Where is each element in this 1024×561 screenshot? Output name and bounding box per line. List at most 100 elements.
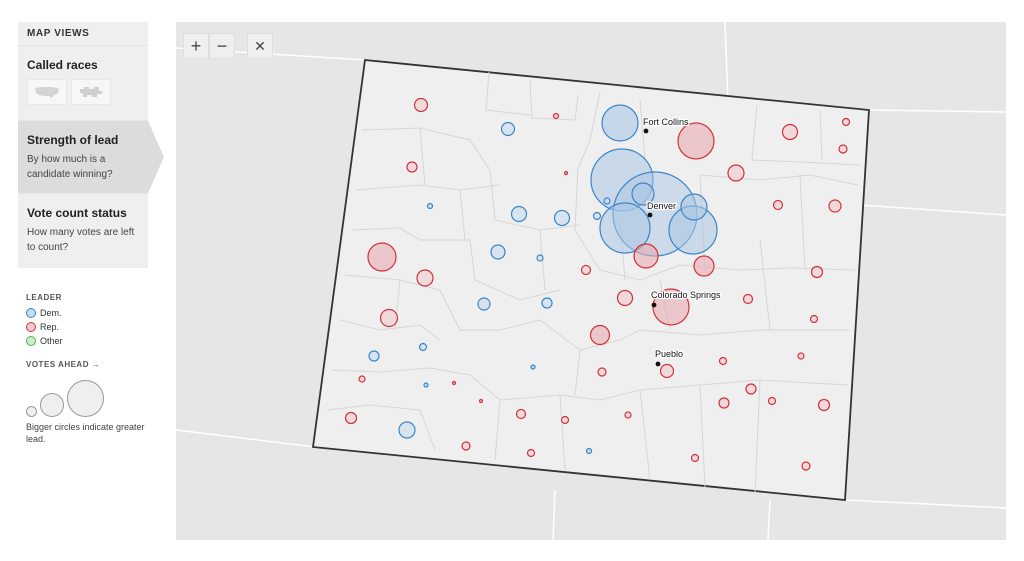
dem-dot-icon bbox=[26, 308, 36, 318]
lead-circle bbox=[367, 242, 397, 272]
lead-circle bbox=[624, 411, 632, 419]
lead-circle bbox=[368, 350, 380, 362]
lead-circle bbox=[718, 356, 728, 366]
city-dot-icon bbox=[655, 361, 661, 367]
zoom-in-button[interactable]: + bbox=[183, 33, 209, 59]
medium-circle-icon bbox=[40, 393, 64, 417]
lead-circle bbox=[515, 408, 527, 420]
lead-circle bbox=[510, 205, 528, 223]
lead-circle bbox=[838, 144, 848, 154]
lead-circle bbox=[477, 297, 491, 311]
lead-circle bbox=[541, 297, 553, 309]
lead-circle bbox=[580, 264, 592, 276]
lead-circle bbox=[358, 375, 366, 383]
lead-circle bbox=[597, 367, 607, 377]
lead-circle bbox=[592, 211, 602, 221]
view-desc-strength: By how much is a candidate winning? bbox=[27, 154, 113, 180]
lead-circle bbox=[797, 352, 805, 360]
lead-circle bbox=[418, 342, 428, 352]
city-dot-icon bbox=[651, 302, 657, 308]
legend-leader-head: LEADER bbox=[26, 293, 62, 302]
lead-circles bbox=[344, 97, 851, 471]
lead-circle bbox=[599, 202, 651, 254]
lead-circle bbox=[413, 97, 429, 113]
lead-circle bbox=[690, 453, 700, 463]
state-map-icon[interactable] bbox=[71, 79, 111, 105]
city-label-pueblo: Pueblo bbox=[655, 349, 683, 359]
lead-circle bbox=[553, 209, 571, 227]
reset-button[interactable]: ✕ bbox=[247, 33, 273, 59]
view-desc-status: How many votes are left to count? bbox=[27, 227, 135, 253]
lead-circle bbox=[478, 398, 484, 404]
small-circle-icon bbox=[26, 406, 37, 417]
map-views-panel: MAP VIEWS Called races Strength of lead … bbox=[18, 22, 164, 268]
lead-circle bbox=[379, 308, 399, 328]
legend-label-rep: Rep. bbox=[40, 322, 60, 332]
large-circle-icon bbox=[67, 380, 104, 417]
lead-circle bbox=[603, 197, 611, 205]
lead-circle bbox=[536, 254, 544, 262]
city-label-denver: Denver bbox=[647, 201, 676, 211]
lead-circle bbox=[563, 170, 569, 176]
lead-circle bbox=[828, 199, 842, 213]
lead-circle bbox=[398, 421, 416, 439]
legend-item-other: Other bbox=[26, 334, 146, 348]
view-called-races[interactable]: Called races bbox=[18, 46, 148, 121]
map-canvas[interactable]: Fort Collins Denver Colorado Springs Pue… bbox=[176, 22, 1006, 540]
lead-circle bbox=[693, 255, 715, 277]
zoom-out-button[interactable]: − bbox=[209, 33, 235, 59]
city-dot-icon bbox=[647, 212, 653, 218]
other-dot-icon bbox=[26, 336, 36, 346]
lead-circle bbox=[633, 243, 659, 269]
view-title-called-races: Called races bbox=[27, 58, 98, 72]
lead-circle bbox=[585, 447, 593, 455]
lead-circle bbox=[801, 461, 811, 471]
legend: LEADER Dem. Rep. Other VOTES AHEAD → Big… bbox=[26, 293, 146, 445]
lead-circle bbox=[718, 397, 730, 409]
lead-circle bbox=[781, 123, 799, 141]
legend-note: Bigger circles indicate greater lead. bbox=[26, 422, 145, 444]
view-title-status: Vote count status bbox=[27, 206, 127, 220]
lead-circle bbox=[841, 117, 851, 127]
lead-circle bbox=[767, 396, 777, 406]
legend-label-other: Other bbox=[40, 336, 63, 346]
city-markers bbox=[643, 128, 661, 367]
lead-circle bbox=[451, 380, 457, 386]
lead-circle bbox=[727, 164, 745, 182]
lead-circle bbox=[552, 112, 560, 120]
lead-circle bbox=[810, 265, 824, 279]
view-strength-of-lead[interactable]: Strength of lead By how much is a candid… bbox=[18, 121, 164, 193]
city-label-fort-collins: Fort Collins bbox=[643, 117, 689, 127]
neighbor-borders bbox=[176, 22, 1006, 540]
rep-dot-icon bbox=[26, 322, 36, 332]
view-vote-count-status[interactable]: Vote count status How many votes are lef… bbox=[18, 193, 148, 268]
lead-circle bbox=[416, 269, 434, 287]
lead-circle bbox=[530, 364, 536, 370]
lead-circle bbox=[589, 324, 611, 346]
lead-circle bbox=[772, 199, 784, 211]
view-title-strength: Strength of lead bbox=[27, 133, 119, 147]
legend-label-dem: Dem. bbox=[40, 308, 62, 318]
lead-circle bbox=[601, 104, 639, 142]
lead-circle bbox=[659, 363, 675, 379]
lead-circle bbox=[426, 202, 434, 210]
lead-circle bbox=[680, 193, 708, 221]
lead-circle bbox=[526, 448, 536, 458]
legend-votes-ahead-head: VOTES AHEAD → bbox=[26, 360, 101, 369]
legend-size-circles bbox=[26, 373, 146, 419]
city-dot-icon bbox=[643, 128, 649, 134]
city-label-colorado-springs: Colorado Springs bbox=[651, 290, 721, 300]
colorado-map[interactable]: Fort Collins Denver Colorado Springs Pue… bbox=[176, 22, 1006, 540]
lead-circle bbox=[817, 398, 831, 412]
lead-circle bbox=[423, 382, 429, 388]
lead-circle bbox=[490, 244, 506, 260]
us-map-icon[interactable] bbox=[27, 79, 67, 105]
lead-circle bbox=[677, 122, 715, 160]
lead-circle bbox=[560, 415, 570, 425]
legend-item-rep: Rep. bbox=[26, 320, 146, 334]
map-views-header: MAP VIEWS bbox=[18, 22, 148, 46]
lead-circle bbox=[742, 293, 754, 305]
lead-circle bbox=[406, 161, 418, 173]
lead-circle bbox=[461, 441, 471, 451]
lead-circle bbox=[745, 383, 757, 395]
